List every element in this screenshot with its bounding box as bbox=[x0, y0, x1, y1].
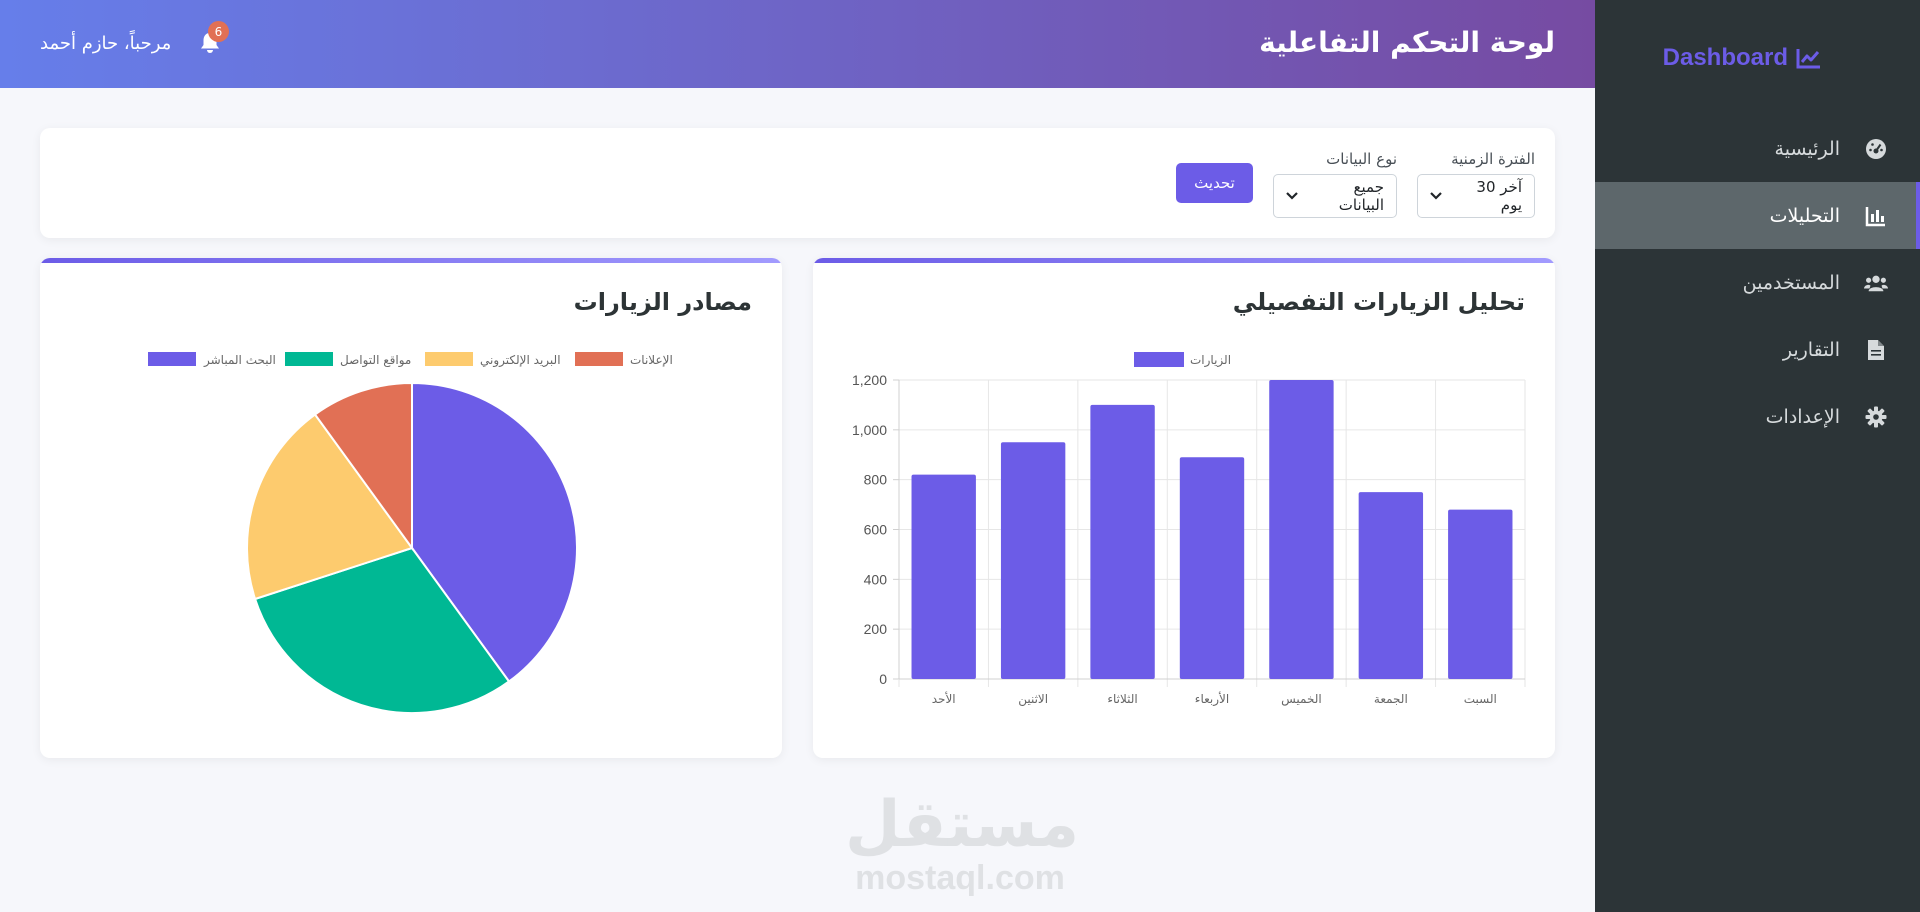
visits-bar-card: الزيارات 0 200 400 600 800 1,000 1,200 الأحد الاث… bbox=[813, 258, 1555, 758]
legend-swatch bbox=[1134, 352, 1184, 367]
legend-label: الإعلانات bbox=[630, 353, 673, 367]
sidebar-item-label: التحليلات bbox=[1769, 204, 1840, 227]
bar bbox=[1090, 404, 1155, 679]
brand[interactable]: Dashboard bbox=[1663, 44, 1822, 72]
user-greeting[interactable]: مرحباً، حازم أحمد bbox=[40, 33, 172, 54]
pie-slice bbox=[253, 546, 511, 714]
sidebar-item-settings[interactable]: الإعدادات bbox=[1595, 383, 1920, 450]
refresh-button[interactable]: تحديث bbox=[1176, 163, 1253, 203]
x-tick-label: الخميس bbox=[1281, 692, 1322, 707]
sidebar-item-label: الرئيسية bbox=[1774, 137, 1840, 160]
y-tick-label: 0 bbox=[879, 671, 887, 687]
bar-legend: الزيارات bbox=[1134, 352, 1231, 368]
y-tick-label: 1,000 bbox=[852, 422, 887, 438]
period-select[interactable]: آخر 30 يوم bbox=[1417, 174, 1535, 218]
bar bbox=[1448, 509, 1513, 679]
sidebar-item-analytics[interactable]: التحليلات bbox=[1595, 182, 1920, 249]
brand-title: Dashboard bbox=[1662, 44, 1788, 71]
chevron-down-icon bbox=[1286, 192, 1298, 200]
bar-card-title: تحليل الزيارات التفصيلي bbox=[1232, 288, 1525, 316]
pie-chart: البحث المباشر مواقع التواصل البريد الإلكتر… bbox=[148, 352, 673, 714]
chevron-down-icon bbox=[1430, 192, 1442, 200]
pie-slice bbox=[246, 413, 414, 601]
pie-card-title: مصادر الزيارات bbox=[573, 288, 752, 316]
legend-label: الزيارات bbox=[1190, 353, 1231, 368]
line-chart-icon bbox=[1796, 47, 1822, 69]
x-tick-label: الجمعة bbox=[1374, 692, 1408, 706]
x-tick-label: الثلاثاء bbox=[1107, 692, 1137, 706]
watermark-arabic: مستقل bbox=[845, 788, 1080, 862]
file-icon bbox=[1864, 339, 1888, 361]
type-value: جميع البيانات bbox=[1338, 178, 1384, 214]
legend-swatch bbox=[575, 352, 623, 366]
x-tick-label: الأحد bbox=[932, 691, 956, 706]
sidebar-nav: الرئيسية التحليلات المستخدمين التقارير ا… bbox=[1595, 115, 1920, 450]
gear-icon bbox=[1864, 406, 1888, 428]
watermark-url: mostaql.com bbox=[855, 859, 1065, 897]
y-tick-label: 800 bbox=[864, 472, 888, 488]
page-title: لوحة التحكم التفاعلية bbox=[1259, 26, 1555, 59]
pie-slice bbox=[411, 381, 578, 683]
y-tick-label: 200 bbox=[864, 621, 888, 637]
sidebar-item-label: التقارير bbox=[1782, 338, 1840, 361]
sidebar-item-users[interactable]: المستخدمين bbox=[1595, 249, 1920, 316]
legend-swatch bbox=[148, 352, 196, 366]
pie-legend: البحث المباشر مواقع التواصل البريد الإلكتر… bbox=[148, 352, 673, 368]
users-icon bbox=[1864, 273, 1888, 293]
type-select[interactable]: جميع البيانات bbox=[1273, 174, 1397, 218]
type-filter: نوع البيانات جميع البيانات bbox=[1273, 150, 1397, 218]
top-header: لوحة التحكم التفاعلية 6 مرحباً، حازم أحم… bbox=[0, 0, 1595, 88]
type-label: نوع البيانات bbox=[1326, 150, 1397, 168]
legend-swatch bbox=[425, 352, 473, 366]
x-tick-label: الأربعاء bbox=[1195, 691, 1229, 707]
period-filter: الفترة الزمنية آخر 30 يوم bbox=[1417, 150, 1535, 218]
sidebar-item-home[interactable]: الرئيسية bbox=[1595, 115, 1920, 182]
legend-label: البحث المباشر bbox=[203, 353, 276, 368]
sidebar-item-label: المستخدمين bbox=[1742, 271, 1840, 294]
legend-label: البريد الإلكتروني bbox=[480, 353, 561, 368]
filter-panel: الفترة الزمنية آخر 30 يوم نوع البيانات ج… bbox=[40, 128, 1555, 238]
x-tick-label: السبت bbox=[1464, 692, 1497, 706]
y-tick-label: 1,200 bbox=[852, 372, 887, 388]
bar-chart: الزيارات 0 200 400 600 800 1,000 1,200 الأحد الاث… bbox=[852, 352, 1526, 707]
bar bbox=[1269, 380, 1334, 679]
y-tick-label: 600 bbox=[864, 522, 888, 538]
x-tick-label: الاثنين bbox=[1018, 692, 1048, 707]
sidebar: Dashboard الرئيسية التحليلات المستخدمين … bbox=[1595, 0, 1920, 912]
y-tick-label: 400 bbox=[864, 571, 888, 587]
bar bbox=[911, 474, 976, 679]
period-label: الفترة الزمنية bbox=[1451, 150, 1535, 168]
watermark: مستقل mostaql.com bbox=[845, 788, 1080, 897]
pie-slice bbox=[313, 381, 413, 552]
bar bbox=[1358, 492, 1424, 679]
bar bbox=[1179, 457, 1245, 679]
legend-label: مواقع التواصل bbox=[340, 353, 411, 368]
notification-badge: 6 bbox=[208, 21, 229, 42]
visits-sources-card: البحث المباشر مواقع التواصل البريد الإلكتر… bbox=[40, 258, 782, 758]
legend-swatch bbox=[285, 352, 333, 366]
dashboard-gauge-icon bbox=[1864, 138, 1888, 160]
sidebar-item-label: الإعدادات bbox=[1765, 405, 1840, 428]
bar bbox=[1000, 442, 1066, 679]
bar-chart-icon bbox=[1864, 205, 1888, 227]
sidebar-item-reports[interactable]: التقارير bbox=[1595, 316, 1920, 383]
period-value: آخر 30 يوم bbox=[1476, 178, 1522, 214]
